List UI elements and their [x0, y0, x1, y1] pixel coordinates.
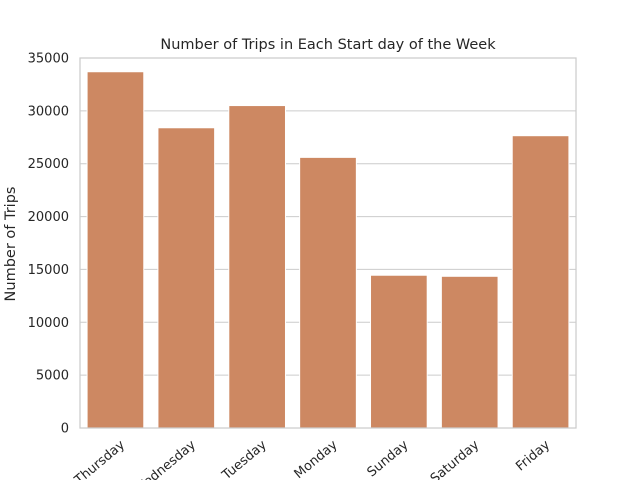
y-tick-label: 10000: [28, 316, 69, 331]
bar-saturday: [440, 275, 499, 429]
y-tick-label: 35000: [28, 52, 69, 67]
x-tick-label: Thursday: [71, 437, 128, 480]
x-tick-label: Monday: [292, 437, 341, 480]
chart-title: Number of Trips in Each Start day of the…: [160, 37, 496, 53]
y-axis-label: Number of Trips: [3, 187, 19, 302]
bar-monday: [299, 156, 357, 429]
y-tick-label: 5000: [36, 369, 69, 384]
x-tick-label: Friday: [513, 437, 553, 474]
x-tick-label: Tuesday: [219, 437, 270, 480]
x-tick-label: Saturday: [428, 437, 483, 480]
y-tick-label: 25000: [28, 157, 69, 172]
y-tick-label: 30000: [28, 104, 69, 119]
bar-tuesday: [228, 105, 286, 429]
plot-frame: [79, 57, 577, 429]
bar-sunday: [370, 274, 428, 429]
x-tick-label: Wednesday: [132, 437, 200, 480]
bar-thursday: [86, 71, 145, 429]
y-tick-label: 0: [61, 422, 69, 437]
y-tick-label: 15000: [28, 263, 69, 278]
bars: [86, 71, 570, 429]
bar-wednesday: [157, 127, 216, 429]
y-tick-label: 20000: [28, 210, 69, 225]
y-tick-labels: 0 5000 10000 15000 20000 25000 30000 35000: [28, 52, 69, 437]
bar-friday: [511, 135, 570, 429]
x-tick-label: Sunday: [365, 437, 412, 480]
x-tick-labels: Thursday Wednesday Tuesday Monday Sunday Satu…: [71, 437, 553, 480]
